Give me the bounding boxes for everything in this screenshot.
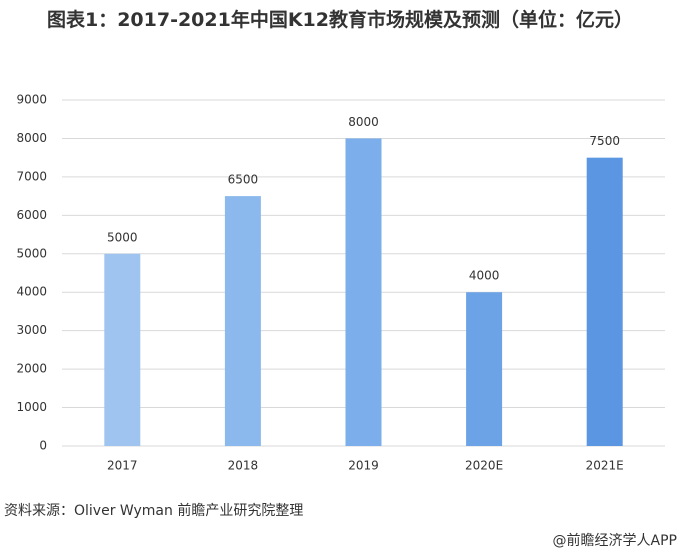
- x-tick-label: 2021E: [586, 459, 624, 473]
- bar: [224, 196, 261, 446]
- footer: @前瞻经济学人APP: [552, 533, 677, 549]
- bar: [345, 138, 382, 446]
- y-tick-label: 0: [39, 439, 47, 453]
- y-tick-label: 3000: [16, 323, 47, 337]
- value-label: 7500: [589, 134, 620, 148]
- y-tick-label: 2000: [16, 362, 47, 376]
- bar: [586, 157, 623, 446]
- x-tick-label: 2020E: [465, 459, 503, 473]
- y-tick-label: 8000: [16, 131, 47, 145]
- chart-title: 图表1：2017-2021年中国K12教育市场规模及预测（单位：亿元）: [46, 9, 634, 31]
- y-tick-label: 1000: [16, 400, 47, 414]
- value-label: 5000: [107, 230, 138, 244]
- value-label: 6500: [228, 173, 259, 187]
- y-tick-label: 5000: [16, 246, 47, 260]
- y-tick-label: 7000: [16, 169, 47, 183]
- y-tick-label: 4000: [16, 285, 47, 299]
- x-tick-label: 2018: [228, 459, 259, 473]
- x-tick-label: 2017: [107, 459, 138, 473]
- source-note: 资料来源：Oliver Wyman 前瞻产业研究院整理: [4, 503, 304, 519]
- value-label: 8000: [348, 115, 379, 129]
- y-tick-label: 9000: [16, 93, 47, 107]
- x-tick-label: 2019: [348, 459, 379, 473]
- bar: [104, 253, 141, 446]
- value-label: 4000: [469, 269, 500, 283]
- bar: [466, 292, 503, 446]
- y-tick-label: 6000: [16, 208, 47, 222]
